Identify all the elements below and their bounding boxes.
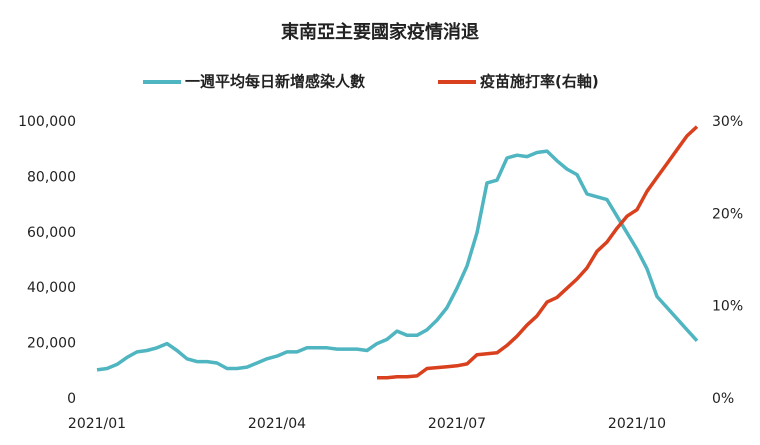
y-tick-label: 80,000 xyxy=(27,169,76,185)
y-tick-label: 0 xyxy=(67,391,76,407)
x-tick-label: 2021/04 xyxy=(248,416,306,432)
y-tick-label: 40,000 xyxy=(27,280,76,296)
data-line xyxy=(377,125,699,380)
y-tick-label: 100,000 xyxy=(18,114,76,130)
chart-title: 東南亞主要國家疫情消退 xyxy=(281,21,479,43)
legend-label: 疫苗施打率(右軸) xyxy=(480,73,599,91)
y-tick-label: 60,000 xyxy=(27,225,76,241)
x-tick-label: 2021/07 xyxy=(428,416,486,432)
x-tick-label: 2021/10 xyxy=(608,416,666,432)
data-line xyxy=(96,149,699,372)
y2-tick-label: 0% xyxy=(712,391,734,407)
y2-tick-label: 30% xyxy=(712,114,743,130)
y2-tick-label: 20% xyxy=(712,206,743,222)
y2-tick-label: 10% xyxy=(712,299,743,315)
y-tick-label: 20,000 xyxy=(27,336,76,352)
x-tick-label: 2021/01 xyxy=(68,416,126,432)
legend-label: 一週平均每日新增感染人數 xyxy=(185,73,365,91)
